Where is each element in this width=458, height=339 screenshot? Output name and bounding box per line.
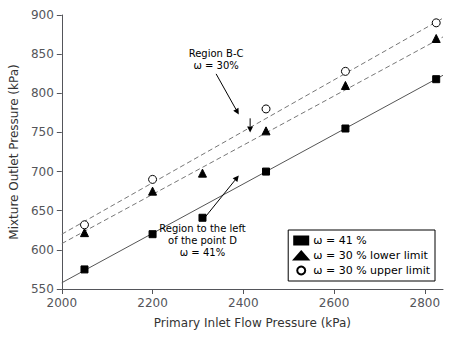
- svg-text:750: 750: [31, 125, 54, 139]
- svg-text:ω = 30 % lower limit: ω = 30 % lower limit: [313, 249, 428, 262]
- svg-text:850: 850: [31, 47, 54, 61]
- svg-text:700: 700: [31, 165, 54, 179]
- svg-text:Region B-C: Region B-C: [189, 48, 244, 59]
- svg-text:ω = 30 % upper limit: ω = 30 % upper limit: [313, 264, 430, 277]
- svg-text:Region to the left: Region to the left: [159, 223, 245, 234]
- svg-text:Primary Inlet Flow Pressure (k: Primary Inlet Flow Pressure (kPa): [154, 316, 351, 330]
- svg-text:of the point D: of the point D: [168, 235, 237, 246]
- svg-text:600: 600: [31, 243, 54, 257]
- svg-text:Mixture Outlet Pressure (kPa): Mixture Outlet Pressure (kPa): [7, 64, 21, 239]
- svg-text:2400: 2400: [228, 296, 259, 310]
- svg-text:550: 550: [31, 282, 54, 296]
- svg-text:650: 650: [31, 204, 54, 218]
- svg-text:2200: 2200: [137, 296, 168, 310]
- svg-text:800: 800: [31, 86, 54, 100]
- svg-text:2800: 2800: [410, 296, 441, 310]
- svg-text:ω = 41 %: ω = 41 %: [313, 234, 366, 247]
- svg-text:900: 900: [31, 8, 54, 22]
- svg-text:ω = 30%: ω = 30%: [193, 60, 238, 71]
- svg-text:ω = 41%: ω = 41%: [180, 247, 225, 258]
- svg-text:2600: 2600: [319, 296, 350, 310]
- svg-text:2000: 2000: [47, 296, 78, 310]
